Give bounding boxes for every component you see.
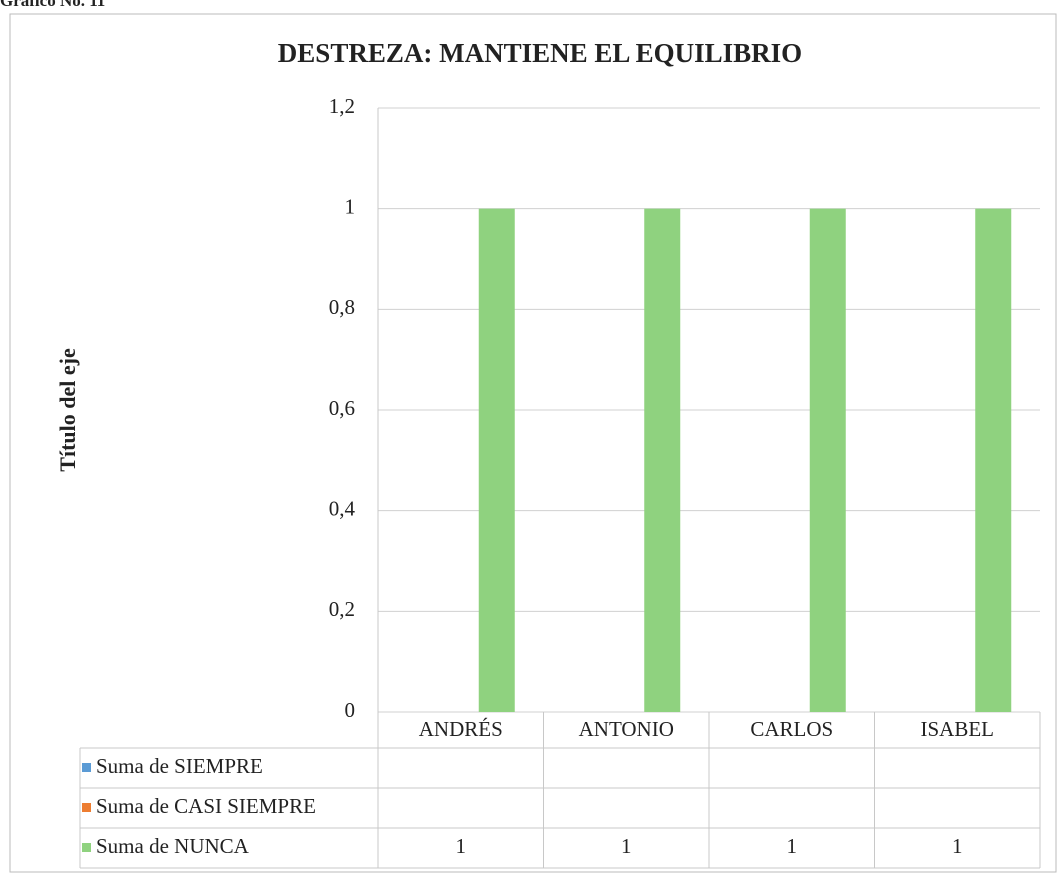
bar [644, 208, 681, 712]
table-value: 1 [456, 834, 467, 858]
x-tick-label: ANTONIO [579, 717, 674, 741]
y-tick-label: 0,4 [329, 496, 356, 520]
chart-frame [9, 13, 1057, 873]
table-value: 1 [621, 834, 632, 858]
table-value: 1 [952, 834, 963, 858]
y-tick-label: 0,2 [329, 597, 355, 621]
y-axis-title: Título del eje [55, 348, 80, 472]
y-tick-label: 0,8 [329, 295, 355, 319]
y-tick-label: 0 [345, 698, 356, 722]
legend-key [82, 843, 91, 852]
legend-key [82, 763, 91, 772]
legend-key [82, 803, 91, 812]
y-tick-label: 1 [345, 194, 356, 218]
y-tick-label: 1,2 [329, 94, 355, 118]
bar [975, 208, 1012, 712]
table-value: 1 [787, 834, 798, 858]
legend-label: Suma de NUNCA [96, 834, 250, 858]
bar [809, 208, 846, 712]
caption: Gráfico No. 11 [0, 0, 105, 10]
bar [478, 208, 515, 712]
x-tick-label: ANDRÉS [419, 717, 503, 741]
legend-label: Suma de SIEMPRE [96, 754, 263, 778]
x-tick-label: CARLOS [750, 717, 833, 741]
chart-title: DESTREZA: MANTIENE EL EQUILIBRIO [278, 38, 802, 68]
x-tick-label: ISABEL [921, 717, 995, 741]
y-tick-label: 0,6 [329, 396, 355, 420]
legend-label: Suma de CASI SIEMPRE [96, 794, 316, 818]
